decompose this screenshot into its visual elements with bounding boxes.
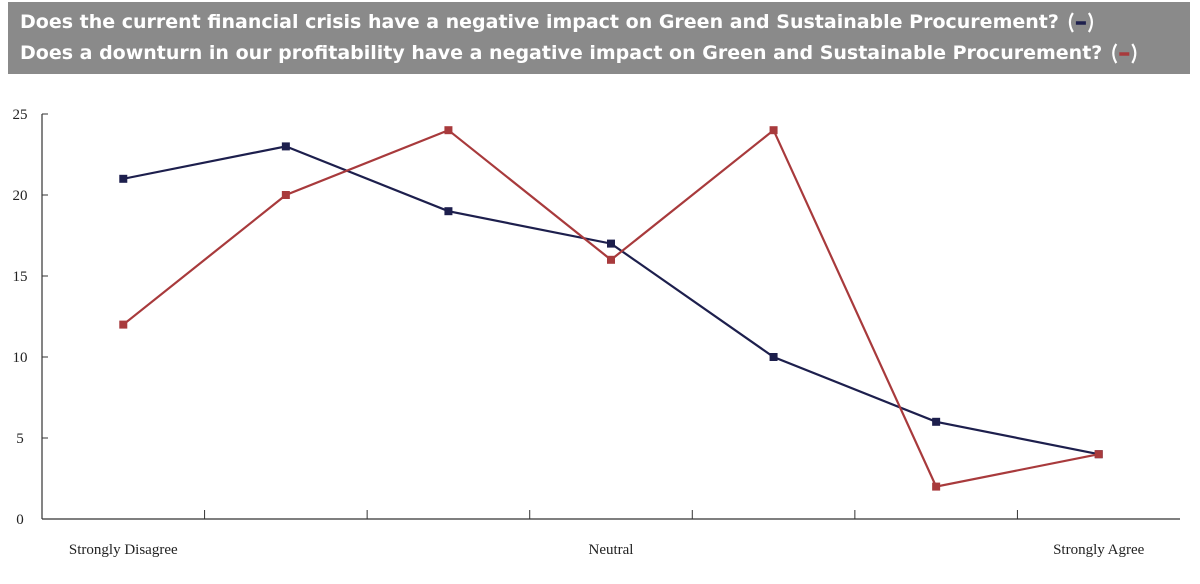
legend-paren: [1131, 43, 1137, 64]
series-line: [123, 145, 1099, 456]
data-point: [119, 174, 128, 183]
x-tick-label: Strongly Agree: [1053, 542, 1145, 558]
header-band: [8, 2, 1190, 74]
data-point: [932, 417, 941, 426]
legend-paren: [1112, 43, 1118, 64]
data-point: [769, 126, 778, 135]
data-point: [1094, 450, 1103, 459]
legend-label: Does a downturn in our profitability hav…: [20, 42, 1102, 64]
data-point: [607, 255, 615, 264]
series-line: [122, 128, 1099, 488]
y-tick-label: 20: [13, 188, 28, 204]
data-point: [444, 126, 453, 135]
data-point: [607, 239, 615, 248]
y-tick-label: 25: [13, 107, 28, 123]
x-tick-label: Neutral: [589, 542, 634, 558]
legend-swatch: [1112, 43, 1137, 64]
x-tick-label: Strongly Disagree: [69, 542, 178, 558]
y-tick-label: 5: [16, 431, 24, 447]
data-point: [769, 353, 778, 361]
legend-paren: [1068, 12, 1074, 33]
legend-paren: [1087, 12, 1093, 33]
data-point: [444, 207, 453, 216]
data-point: [281, 191, 290, 199]
data-point: [932, 482, 941, 491]
legend-label: Does the current financial crisis have a…: [20, 11, 1059, 33]
legend-swatch: [1068, 12, 1093, 33]
y-tick-label: 15: [13, 269, 28, 285]
data-point: [281, 142, 290, 151]
data-point: [119, 320, 128, 329]
y-tick-label: 10: [13, 350, 28, 366]
y-tick-label: 0: [16, 512, 24, 528]
